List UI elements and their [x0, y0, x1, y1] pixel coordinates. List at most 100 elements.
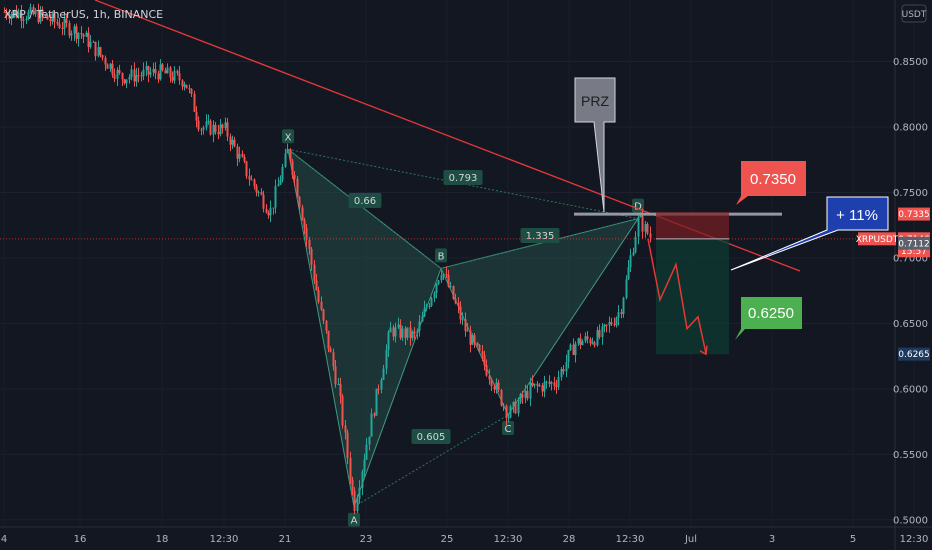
candle-body	[591, 342, 594, 344]
candle-body	[437, 280, 440, 285]
candle-body	[209, 120, 212, 135]
candle-body	[250, 179, 253, 181]
candle-body	[526, 390, 529, 399]
candle-body	[265, 208, 268, 213]
candle-body	[310, 248, 313, 265]
candle-body	[135, 75, 138, 82]
candle-body	[560, 369, 563, 378]
candle-body	[61, 28, 64, 30]
point-label-box	[348, 512, 360, 527]
candles	[3, 3, 652, 515]
candle-body	[17, 12, 20, 18]
projection-arrowhead	[699, 345, 708, 356]
candle-body	[185, 84, 188, 89]
candle-body	[476, 342, 479, 345]
candle-body	[178, 72, 181, 81]
candle-body	[493, 386, 496, 390]
candle-body	[125, 79, 128, 84]
candle-body	[603, 324, 606, 327]
candle-body	[401, 328, 404, 338]
candle-body	[10, 13, 13, 19]
candle-body	[363, 459, 366, 472]
candle-body	[495, 382, 498, 390]
candle-body	[332, 352, 335, 367]
candle-body	[327, 330, 330, 349]
candle-body	[130, 69, 133, 78]
candle-body	[430, 298, 433, 306]
candle-body	[471, 335, 474, 345]
candle-body	[39, 9, 42, 23]
candle-body	[274, 186, 277, 208]
candle-body	[447, 274, 450, 287]
candle-body	[291, 160, 294, 175]
y-tick-label: 0.7500	[893, 188, 928, 199]
target-zone	[656, 238, 729, 355]
candle-body	[298, 197, 301, 208]
candle-body	[269, 208, 272, 216]
candle-body	[418, 321, 421, 331]
candle-body	[512, 401, 515, 407]
candle-body	[267, 212, 270, 216]
point-label-B: B	[438, 251, 445, 262]
candle-body	[627, 267, 630, 280]
candle-body	[75, 26, 78, 39]
candle-body	[63, 18, 66, 29]
candle-body	[521, 394, 524, 398]
candle-body	[145, 66, 148, 70]
candle-body	[329, 348, 332, 353]
price-tag-label: 0.6265	[898, 350, 930, 360]
candle-body	[478, 344, 481, 352]
candle-body	[226, 122, 229, 137]
candle-body	[413, 331, 416, 334]
candle-body	[217, 132, 220, 135]
candle-body	[200, 129, 203, 131]
candle-body	[589, 339, 592, 344]
candle-body	[409, 327, 412, 338]
candle-body	[541, 385, 544, 392]
point-label-C: C	[505, 424, 512, 435]
candle-body	[445, 273, 448, 275]
point-label-box	[632, 198, 644, 213]
candle-body	[644, 223, 647, 232]
candle-body	[392, 327, 395, 337]
candle-body	[577, 338, 580, 344]
candle-body	[73, 26, 76, 34]
x-tick-label: 23	[360, 534, 373, 545]
symbol-title[interactable]: XRP / TetherUS, 1h, BINANCE	[4, 8, 163, 21]
price-tag-bg	[858, 232, 896, 246]
gain-callout	[730, 196, 889, 271]
currency-button[interactable]: USDT	[901, 4, 927, 23]
projection-arrow	[647, 238, 707, 354]
candle-body	[65, 18, 68, 24]
candle-body	[397, 324, 400, 328]
candle-body	[555, 385, 558, 387]
candle-body	[351, 479, 354, 491]
candle-body	[613, 324, 616, 326]
candle-body	[466, 330, 469, 332]
candle-body	[154, 69, 157, 74]
candle-body	[454, 298, 457, 303]
candle-body	[548, 381, 551, 384]
candle-body	[188, 88, 191, 90]
candle-body	[553, 382, 556, 386]
candle-body	[104, 57, 107, 65]
candle-body	[317, 289, 320, 302]
candle-body	[25, 19, 28, 21]
candle-body	[452, 286, 455, 299]
candle-body	[646, 223, 649, 234]
pattern-ratio-line	[287, 148, 442, 269]
candle-body	[370, 413, 373, 437]
candle-body	[106, 64, 109, 69]
candle-body	[368, 436, 371, 445]
candle-body	[337, 383, 340, 385]
candle-body	[89, 41, 92, 48]
candle-body	[425, 307, 428, 309]
candle-body	[214, 124, 217, 133]
candle-body	[356, 498, 359, 512]
x-tick-label: 3	[769, 534, 775, 545]
candle-body	[22, 19, 25, 21]
candle-body	[593, 342, 596, 346]
candle-body	[257, 192, 260, 194]
candle-body	[70, 33, 73, 36]
